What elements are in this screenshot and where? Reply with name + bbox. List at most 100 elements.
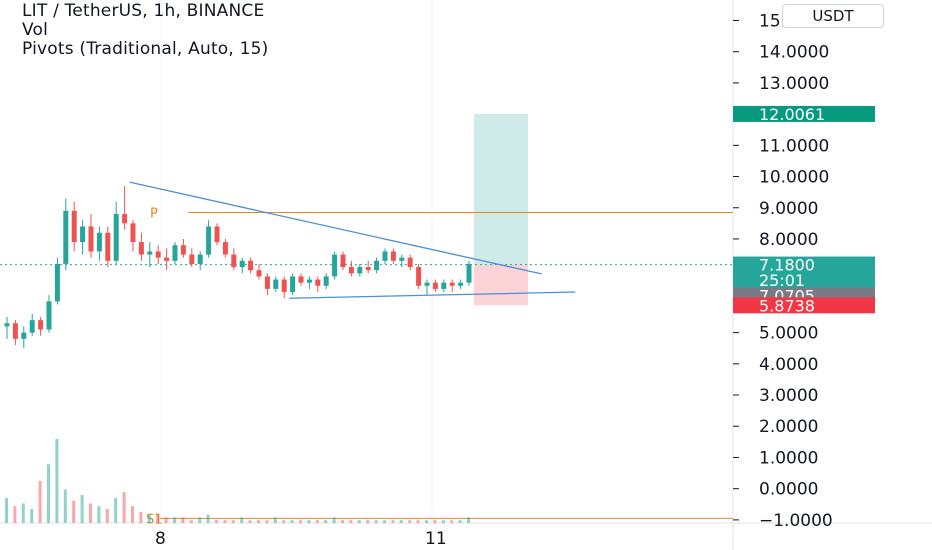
candle-body xyxy=(306,279,312,283)
price-tick-label: 10.0000 xyxy=(759,168,829,188)
long-position-zones[interactable] xyxy=(474,113,528,306)
candle-body xyxy=(96,232,102,252)
stop-price-tag-label: 5.8738 xyxy=(759,296,815,315)
volume-bar xyxy=(173,517,176,523)
candle-body xyxy=(365,267,371,271)
volume-bar xyxy=(332,517,336,523)
chart-legend: LIT / TetherUS, 1h, BINANCE Vol Pivots (… xyxy=(22,2,268,59)
candle-body xyxy=(290,276,296,293)
volume-bar xyxy=(240,517,244,523)
volume-bar xyxy=(147,514,151,523)
volume-bar xyxy=(30,509,34,523)
volume-indicator-label[interactable]: Vol xyxy=(22,20,49,40)
candle-body xyxy=(432,282,438,289)
candle-body xyxy=(4,323,10,327)
candle-body xyxy=(29,320,35,333)
volume-bar xyxy=(391,520,395,523)
price-tick-label: 13.0000 xyxy=(759,74,829,94)
volume-bar xyxy=(105,509,109,523)
pivots-indicator-label[interactable]: Pivots (Traditional, Auto, 15) xyxy=(22,39,269,59)
price-axis[interactable]: 15.000014.000013.000011.000010.00009.000… xyxy=(733,11,833,531)
volume-bar xyxy=(231,520,235,523)
candle-body xyxy=(390,251,396,261)
candle-body xyxy=(46,301,52,330)
candle-body xyxy=(231,254,237,268)
volume-bar xyxy=(206,514,210,523)
volume-bar xyxy=(122,492,126,523)
candle-body xyxy=(466,263,472,283)
candle-body xyxy=(222,242,228,255)
volume-bar xyxy=(47,464,50,523)
volume-bar xyxy=(5,497,8,523)
time-tick-label: 8 xyxy=(155,529,166,549)
volume-bar xyxy=(55,439,59,523)
stop-zone xyxy=(474,264,528,306)
volume-bars xyxy=(5,439,470,523)
volume-bar xyxy=(114,497,118,523)
trendlines[interactable] xyxy=(129,181,576,299)
volume-bar xyxy=(164,517,168,523)
candle-body xyxy=(332,254,338,277)
volume-bar xyxy=(450,520,454,523)
volume-bar xyxy=(282,520,286,523)
symbol-title[interactable]: LIT / TetherUS, 1h, BINANCE xyxy=(22,1,265,21)
volume-bar xyxy=(21,503,25,523)
candle-body xyxy=(105,232,111,261)
volume-bar xyxy=(248,520,252,523)
candle-body xyxy=(54,263,60,302)
volume-bar xyxy=(366,520,370,523)
candle-body xyxy=(424,282,430,286)
candle-body xyxy=(374,260,380,271)
volume-bar xyxy=(265,520,269,523)
volume-bar xyxy=(458,520,462,523)
candle-body xyxy=(80,226,86,243)
candle-body xyxy=(449,282,455,286)
candle-body xyxy=(214,226,220,243)
target-zone xyxy=(474,113,528,265)
stop-price-tag xyxy=(733,297,875,314)
candle-body xyxy=(130,223,136,243)
candle-body xyxy=(357,267,363,274)
volume-bar xyxy=(215,520,218,523)
target-price-tag-label: 12.0061 xyxy=(759,105,825,124)
pivot-p-label: P xyxy=(150,206,158,221)
volume-bar xyxy=(131,506,134,523)
candle-body xyxy=(155,251,161,258)
volume-bar xyxy=(433,520,437,523)
candle-body xyxy=(416,267,422,286)
price-tick-label: −1.0000 xyxy=(759,511,833,531)
volume-bar xyxy=(13,506,17,523)
candle-body xyxy=(21,332,27,339)
price-tick-label: 9.0000 xyxy=(759,199,818,219)
currency-button[interactable]: USDT xyxy=(782,4,884,28)
volume-bar xyxy=(341,520,344,523)
volume-bar xyxy=(299,520,302,523)
price-tick-label: 14.0000 xyxy=(759,43,829,63)
price-tick-label: 4.0000 xyxy=(759,355,818,375)
candle-body xyxy=(197,254,203,264)
candlestick-series xyxy=(4,185,472,349)
candle-body xyxy=(315,279,321,286)
volume-bar xyxy=(139,511,143,523)
candle-body xyxy=(407,257,413,268)
candle-body xyxy=(38,320,44,330)
candle-body xyxy=(12,323,18,339)
volume-bar xyxy=(80,495,84,523)
candle-body xyxy=(298,276,304,283)
volume-bar xyxy=(349,520,353,523)
volume-bar xyxy=(38,481,42,523)
candle-body xyxy=(172,245,178,261)
volume-bar xyxy=(290,520,294,523)
last-price-tag-label: 7.1800 xyxy=(759,256,815,275)
volume-bar xyxy=(324,520,328,523)
price-tick-label: 8.0000 xyxy=(759,230,818,250)
candle-body xyxy=(458,282,464,286)
price-tick-label: 1.0000 xyxy=(759,448,818,468)
candle-body xyxy=(264,276,270,289)
candle-body xyxy=(323,276,329,286)
candle-body xyxy=(122,214,128,224)
volume-bar xyxy=(425,520,428,523)
price-tick-label: 3.0000 xyxy=(759,386,818,406)
time-axis[interactable]: 8 11 xyxy=(155,529,447,549)
